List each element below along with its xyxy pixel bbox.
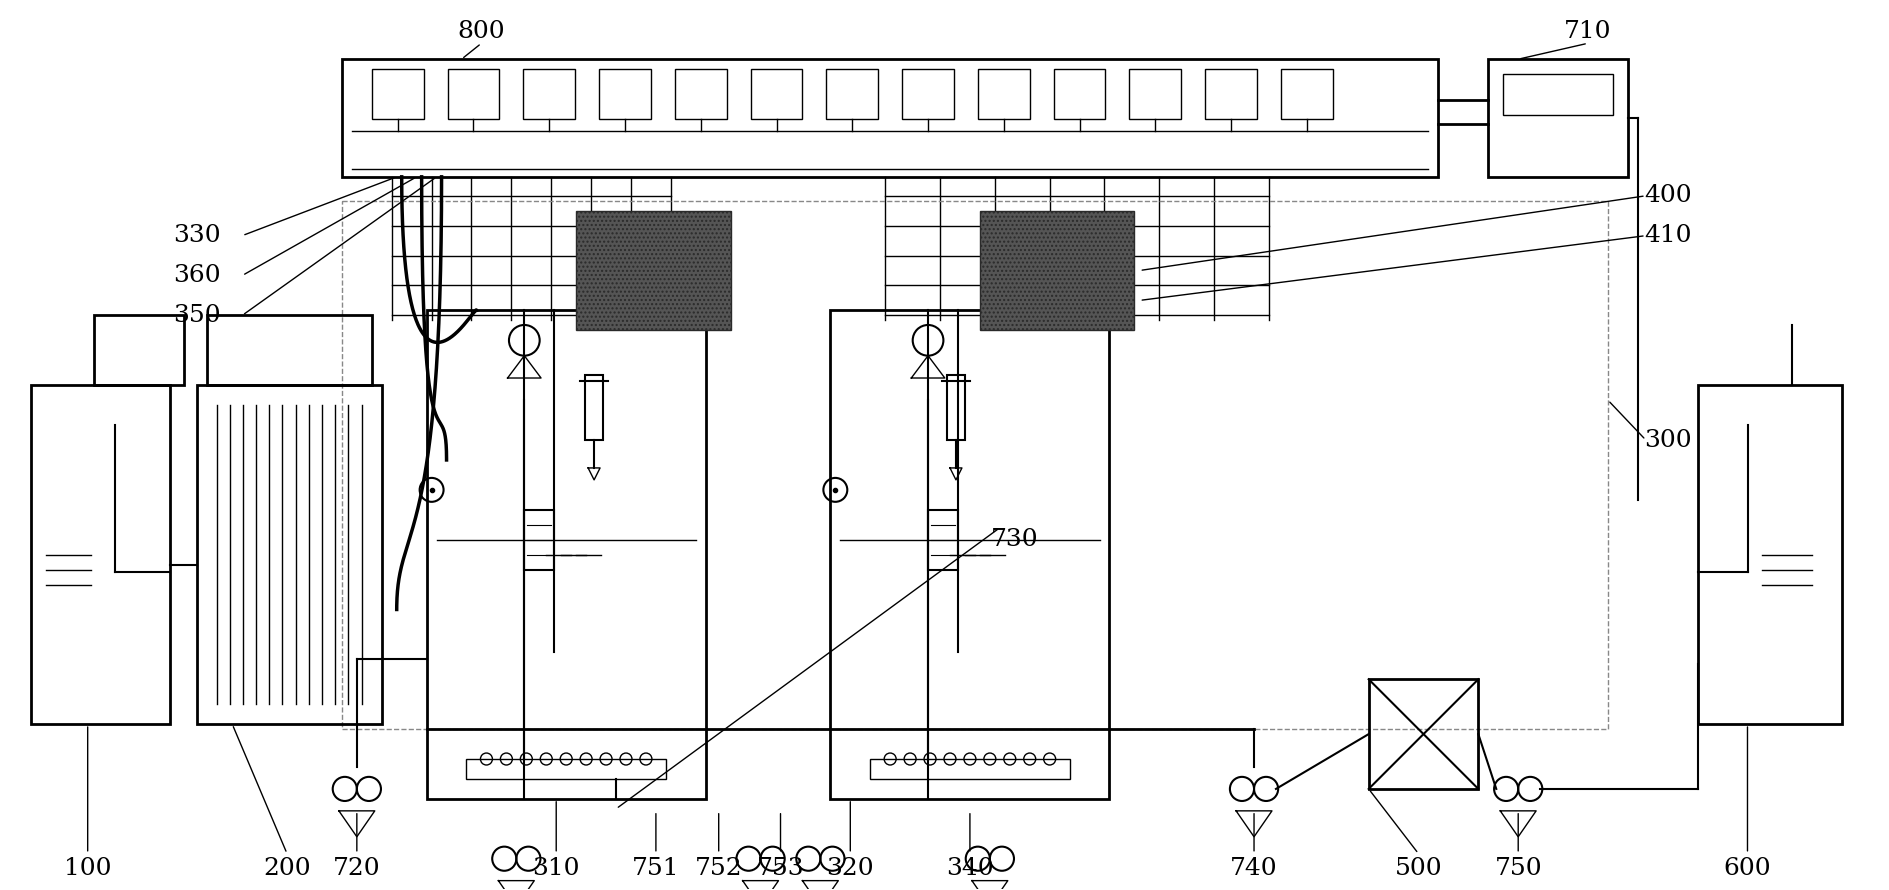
Text: 300: 300 — [1643, 428, 1691, 451]
Text: 753: 753 — [757, 857, 805, 880]
Text: 752: 752 — [695, 857, 742, 880]
Bar — [208, 315, 372, 385]
Text: 200: 200 — [263, 857, 312, 880]
Text: 740: 740 — [1230, 857, 1277, 880]
Bar — [1698, 385, 1842, 724]
Text: 730: 730 — [992, 528, 1039, 551]
Bar — [946, 376, 965, 440]
Bar — [825, 69, 878, 119]
Bar — [342, 60, 1438, 177]
Bar — [674, 69, 727, 119]
Text: 600: 600 — [1723, 857, 1772, 880]
Bar — [427, 311, 706, 799]
Bar — [927, 510, 958, 570]
Bar — [586, 376, 603, 440]
Text: 340: 340 — [946, 857, 994, 880]
Text: 710: 710 — [1564, 20, 1611, 43]
Bar — [525, 510, 553, 570]
Bar — [903, 69, 954, 119]
Bar — [1054, 69, 1105, 119]
Bar — [448, 69, 499, 119]
Bar — [372, 69, 423, 119]
Bar — [1205, 69, 1256, 119]
Bar — [599, 69, 652, 119]
Bar — [576, 211, 731, 330]
Text: 330: 330 — [174, 224, 221, 247]
Bar — [871, 759, 1069, 779]
Bar — [30, 385, 170, 724]
Text: 310: 310 — [533, 857, 580, 880]
Bar — [979, 69, 1030, 119]
Text: 350: 350 — [174, 303, 221, 327]
Bar — [1281, 69, 1334, 119]
Text: 800: 800 — [457, 20, 504, 43]
Bar — [1370, 679, 1479, 789]
Text: 751: 751 — [633, 857, 680, 880]
Text: 500: 500 — [1394, 857, 1443, 880]
Bar — [1504, 74, 1613, 116]
Bar — [1489, 60, 1628, 177]
Bar — [523, 69, 574, 119]
Bar — [1130, 69, 1181, 119]
Bar — [750, 69, 803, 119]
Bar — [467, 759, 665, 779]
Text: 400: 400 — [1643, 184, 1691, 207]
Text: 750: 750 — [1494, 857, 1541, 880]
Bar — [342, 201, 1608, 729]
Text: 100: 100 — [64, 857, 111, 880]
Bar — [196, 385, 382, 724]
Bar — [94, 315, 185, 385]
Bar — [831, 311, 1109, 799]
Bar — [980, 211, 1135, 330]
Text: 360: 360 — [174, 264, 221, 287]
Text: 410: 410 — [1643, 224, 1691, 247]
Text: 320: 320 — [827, 857, 875, 880]
Text: 720: 720 — [332, 857, 382, 880]
